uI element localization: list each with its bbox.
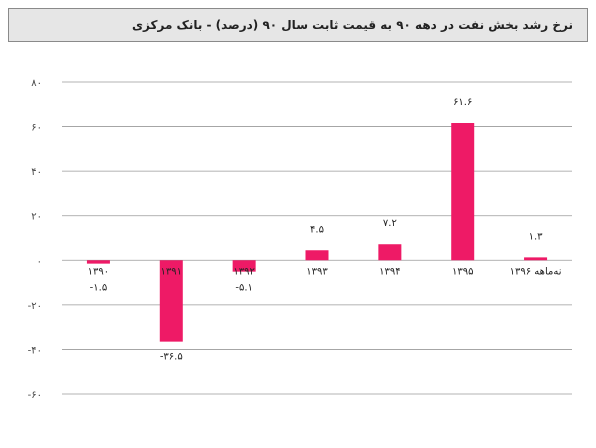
bar: [232, 260, 256, 272]
bar: [524, 257, 548, 261]
y-tick-label: ۴۰: [31, 167, 42, 178]
x-category-label: ۱۳۹۲: [233, 266, 254, 277]
x-category-label: ۱۳۹۵: [452, 266, 473, 277]
y-tick-label: ۲۰: [31, 212, 42, 223]
bar: [305, 250, 329, 261]
x-category-label: ۱۳۹۰: [88, 266, 109, 277]
y-tick-label: ۰: [37, 256, 42, 267]
y-tick-label: -۴۰: [28, 345, 42, 356]
x-category-label: ۱۳۹۱: [161, 266, 182, 277]
x-category-label: ۱۳۹۴: [379, 266, 400, 277]
x-category-label: ۱۳۹۳: [306, 266, 328, 277]
data-label: ۴.۵: [310, 224, 324, 235]
data-label: ۷.۲: [383, 218, 397, 229]
bar: [451, 123, 475, 261]
data-label: -۱.۵: [90, 282, 108, 293]
bar: [86, 260, 110, 264]
y-tick-label: ۶۰: [31, 123, 42, 134]
y-tick-label: ۸۰: [31, 78, 42, 89]
chart-title-bar: نرخ رشد بخش نفت در دهه ۹۰ به قیمت ثابت س…: [8, 8, 588, 42]
x-category-label: نه‌ماهه ۱۳۹۶: [510, 266, 562, 277]
data-label: ۶۱.۶: [453, 97, 472, 108]
data-label: -۵.۱: [235, 282, 253, 293]
bar: [378, 244, 402, 261]
y-tick-label: -۲۰: [28, 301, 42, 312]
y-tick-label: -۶۰: [28, 390, 42, 401]
bar: [159, 260, 183, 342]
data-label: -۳۶.۵: [160, 352, 183, 363]
data-label: ۱.۳: [529, 231, 544, 242]
chart-title: نرخ رشد بخش نفت در دهه ۹۰ به قیمت ثابت س…: [132, 18, 573, 32]
